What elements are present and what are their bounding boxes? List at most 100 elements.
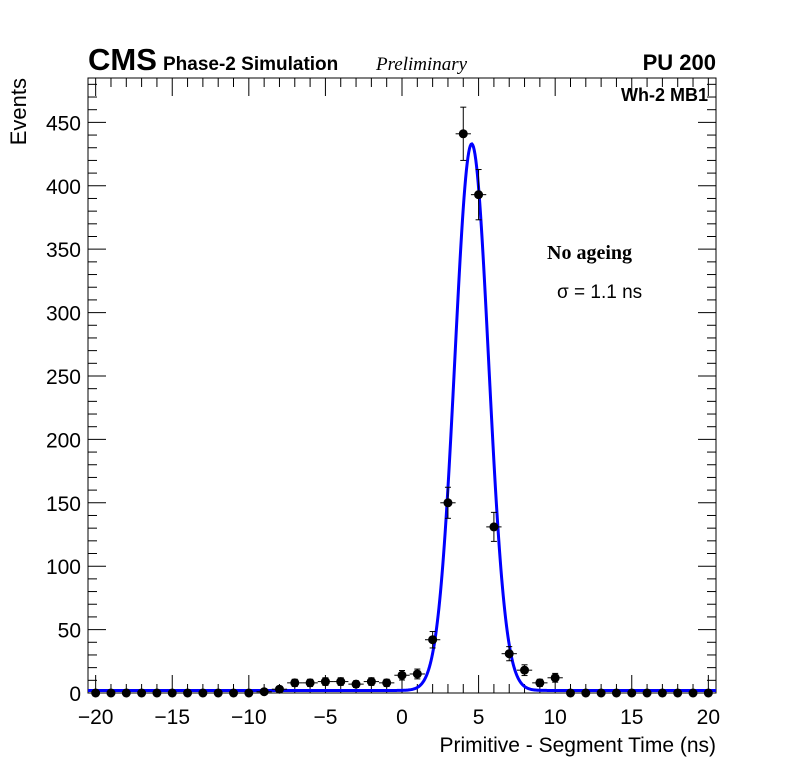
x-tick-label: 0: [396, 706, 408, 729]
data-point: [486, 511, 502, 542]
data-marker: [91, 688, 101, 698]
x-tick-label: −10: [231, 706, 267, 729]
data-point: [287, 678, 303, 688]
data-marker: [550, 673, 560, 683]
data-points: [88, 106, 716, 698]
data-point: [363, 677, 380, 687]
x-tick-label: 5: [473, 706, 485, 729]
data-marker: [443, 498, 453, 508]
x-axis-ticks: [95, 78, 709, 693]
data-marker: [428, 635, 438, 645]
data-marker: [351, 679, 361, 689]
data-point: [608, 688, 625, 698]
data-point: [532, 678, 548, 688]
data-point: [470, 169, 487, 221]
data-point: [379, 678, 395, 688]
data-point: [501, 646, 517, 662]
pileup-label: PU 200: [643, 50, 716, 75]
data-point: [118, 688, 134, 698]
data-marker: [596, 688, 606, 698]
y-tick-label: 50: [58, 620, 81, 643]
data-marker: [382, 678, 392, 688]
data-marker: [290, 678, 300, 688]
y-tick-label: 200: [46, 429, 81, 452]
data-point: [578, 688, 594, 698]
y-tick-label: 450: [46, 112, 81, 135]
data-point: [424, 631, 441, 649]
data-marker: [489, 522, 499, 532]
data-marker: [229, 688, 239, 698]
x-tick-label: 20: [697, 706, 720, 729]
data-marker: [611, 688, 621, 698]
y-tick-label: 350: [46, 239, 81, 262]
x-axis-tick-labels: −20 −15 −10 −5 0 5 10 15 20: [78, 706, 720, 729]
data-marker: [688, 688, 698, 698]
data-point: [133, 688, 150, 698]
data-point: [670, 688, 686, 698]
status-label: Preliminary: [375, 54, 468, 75]
y-tick-label: 400: [46, 176, 81, 199]
fit-layer: [88, 142, 716, 692]
data-marker: [673, 688, 683, 698]
data-point: [164, 688, 180, 698]
data-marker: [412, 669, 422, 679]
data-marker: [520, 665, 530, 675]
data-point: [547, 672, 563, 683]
condition-annotation: No ageing: [547, 242, 632, 264]
data-marker: [397, 670, 407, 680]
data-marker: [474, 190, 484, 200]
region-annotation: Wh-2 MB1: [621, 85, 708, 105]
data-point: [271, 684, 288, 694]
data-point: [639, 688, 655, 698]
data-point: [455, 106, 471, 161]
data-point: [195, 688, 211, 698]
resolution-annotation: σ = 1.1 ns: [557, 282, 642, 303]
data-marker: [305, 678, 315, 688]
data-marker: [244, 688, 254, 698]
subtitle-label: Phase-2 Simulation: [163, 54, 338, 75]
y-tick-label: 100: [46, 556, 81, 579]
data-point: [149, 688, 165, 698]
data-marker: [183, 688, 193, 698]
data-point: [685, 688, 701, 698]
y-axis-tick-labels: 0 50 100 150 200 250 300 350 400 450: [46, 112, 81, 706]
data-point: [516, 664, 533, 677]
data-marker: [504, 649, 514, 659]
data-point: [241, 688, 257, 698]
gaussian-fit-curve: [88, 142, 716, 692]
data-marker: [627, 688, 637, 698]
data-marker: [320, 677, 330, 687]
data-point: [88, 688, 104, 698]
data-point: [409, 668, 425, 680]
data-point: [624, 688, 640, 698]
data-point: [394, 670, 410, 681]
data-marker: [106, 688, 116, 698]
y-tick-label: 300: [46, 303, 81, 326]
data-point: [593, 688, 609, 698]
data-marker: [703, 688, 713, 698]
data-marker: [274, 684, 284, 694]
data-marker: [198, 688, 208, 698]
data-point: [440, 486, 456, 519]
data-point: [103, 688, 119, 698]
plot-frame: [87, 77, 717, 694]
y-tick-label: 150: [46, 493, 81, 516]
data-point: [302, 678, 318, 688]
y-tick-label: 250: [46, 366, 81, 389]
data-marker: [213, 688, 223, 698]
data-marker: [642, 688, 652, 698]
data-marker: [137, 688, 147, 698]
data-marker: [565, 688, 575, 698]
data-point: [333, 677, 349, 687]
x-tick-label: 15: [620, 706, 643, 729]
y-tick-label: 0: [69, 683, 81, 706]
data-point: [317, 677, 334, 687]
data-marker: [581, 688, 591, 698]
y-axis-label: Events: [6, 78, 31, 145]
data-marker: [121, 688, 131, 698]
data-marker: [458, 129, 468, 139]
data-marker: [152, 688, 162, 698]
data-marker: [366, 677, 376, 687]
data-marker: [167, 688, 177, 698]
